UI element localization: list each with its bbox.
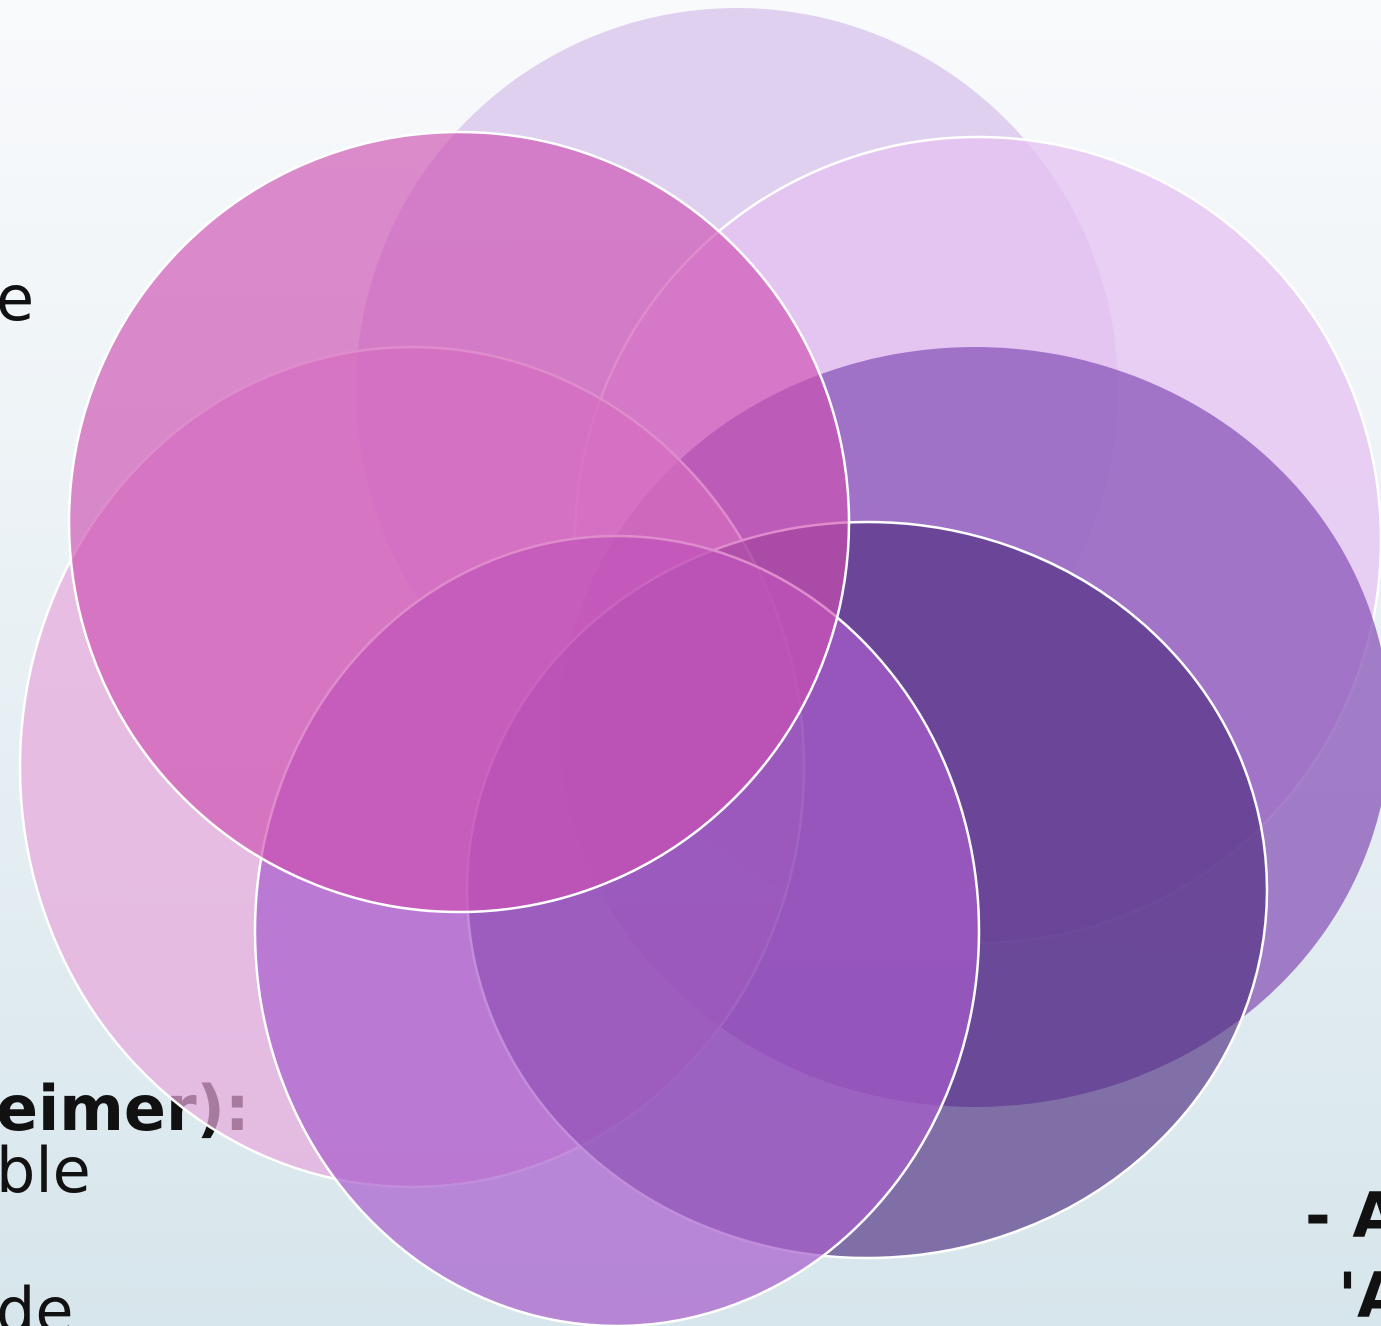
overlapping-circles <box>0 0 1381 1326</box>
slide: e eimer): ble de - A 'A <box>0 0 1381 1326</box>
circle <box>69 132 849 912</box>
